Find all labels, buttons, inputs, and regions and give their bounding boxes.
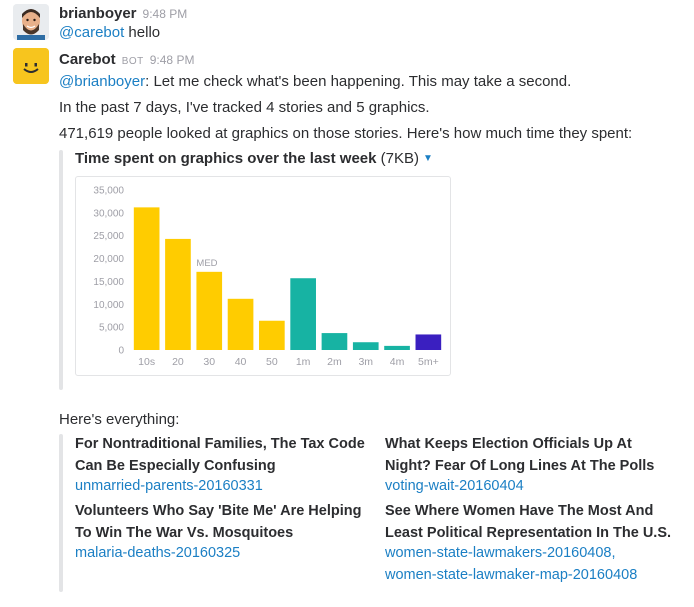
bar [415, 334, 442, 350]
attachment-border [59, 434, 63, 592]
story-link[interactable]: unmarried-parents-20160331 [75, 478, 263, 494]
x-tick-label: 30 [203, 356, 215, 368]
attachment-title-link[interactable]: Time spent on graphics over the last wee… [75, 150, 377, 167]
story-title: For Nontraditional Families, The Tax Cod… [75, 436, 365, 474]
y-tick-label: 15,000 [93, 277, 124, 288]
bar [352, 342, 379, 350]
user-avatar-brianboyer[interactable] [13, 4, 49, 40]
message-timestamp[interactable]: 9:48 PM [142, 7, 188, 21]
author-name: Carebot BOT 9:48 PM [59, 51, 194, 68]
story-title: What Keeps Election Officials Up At Nigh… [385, 436, 655, 474]
avatar-illustration [13, 4, 49, 40]
x-tick-label: 3m [358, 356, 373, 368]
median-annotation: MED [196, 258, 217, 269]
bar [259, 320, 285, 350]
mention-link[interactable]: @carebot [59, 24, 125, 41]
bar [165, 238, 191, 350]
everything-label: Here's everything: [59, 411, 180, 428]
bot-badge: BOT [121, 56, 144, 67]
attachment-title: Time spent on graphics over the last wee… [75, 150, 433, 167]
message-body: hello [124, 24, 161, 41]
y-tick-label: 10,000 [93, 300, 124, 311]
x-tick-label: 2m [327, 356, 342, 368]
story-link[interactable]: voting-wait-20160404 [385, 478, 524, 494]
bar [290, 278, 316, 350]
x-tick-label: 1m [296, 356, 311, 368]
bar [321, 333, 348, 350]
bot-avatar-carebot[interactable] [13, 48, 49, 84]
bar [227, 298, 254, 350]
bar [133, 207, 160, 350]
message-text: @carebot hello [59, 24, 160, 41]
x-tick-label: 50 [266, 356, 278, 368]
message-line: In the past 7 days, I've tracked 4 stori… [59, 99, 430, 116]
bar-chart: 0 5,000 10,000 15,000 20,000 25,000 30,000 35,0… [93, 186, 442, 368]
y-tick-label: 35,000 [93, 186, 124, 197]
chevron-down-icon[interactable]: ▼ [423, 153, 433, 164]
story-link[interactable]: women-state-lawmakers-20160408, [385, 545, 616, 561]
message-text: @brianboyer: Let me check what's been ha… [59, 73, 571, 90]
y-tick-label: 30,000 [93, 208, 124, 219]
smiley-icon [13, 48, 49, 84]
attachment-border [59, 150, 63, 390]
attachment-size: (7KB) [380, 150, 420, 167]
message-line: 471,619 people looked at graphics on tho… [59, 125, 633, 142]
x-tick-label: 10s [138, 356, 155, 368]
y-tick-label: 5,000 [99, 323, 124, 334]
message-body: : Let me check what's been happening. Th… [145, 73, 572, 90]
x-tick-label: 5m+ [418, 356, 439, 368]
story-link[interactable]: women-state-lawmaker-map-20160408 [385, 567, 638, 583]
chart-image[interactable]: 0 5,000 10,000 15,000 20,000 25,000 30,000 35,0… [75, 176, 451, 376]
y-tick-label: 25,000 [93, 231, 124, 242]
mention-link[interactable]: @brianboyer [59, 73, 146, 90]
x-tick-label: 4m [390, 356, 405, 368]
bar [196, 271, 223, 350]
x-tick-label: 20 [172, 356, 184, 368]
y-tick-label: 0 [118, 346, 124, 357]
author-name: brianboyer 9:48 PM [59, 5, 187, 22]
y-tick-label: 20,000 [93, 254, 124, 265]
story-title: See Where Women Have The Most And Least … [385, 503, 672, 541]
x-tick-label: 40 [235, 356, 247, 368]
bar [384, 345, 410, 350]
story-title: Volunteers Who Say 'Bite Me' Are Helping… [75, 503, 362, 541]
story-link[interactable]: malaria-deaths-20160325 [75, 545, 241, 561]
message-timestamp[interactable]: 9:48 PM [149, 53, 195, 67]
author-link[interactable]: Carebot [59, 51, 116, 68]
author-link[interactable]: brianboyer [59, 5, 137, 22]
